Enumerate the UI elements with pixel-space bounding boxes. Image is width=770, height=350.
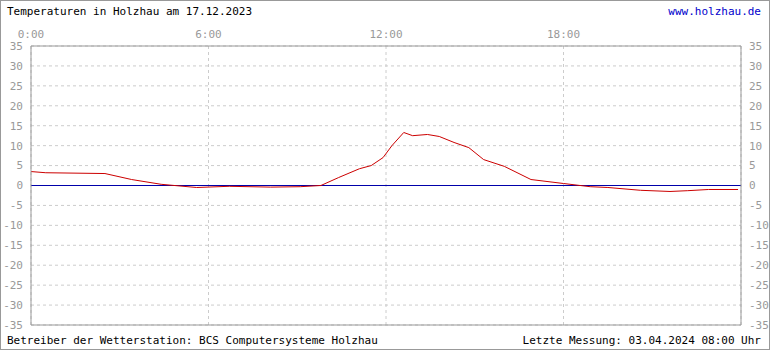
svg-text:20: 20 [749,100,762,113]
svg-text:-30: -30 [749,299,762,312]
svg-text:-20: -20 [8,259,23,272]
svg-text:30: 30 [749,60,762,73]
svg-text:-20: -20 [749,259,762,272]
svg-text:5: 5 [749,159,756,172]
html-text:Letzte Messung: 03.04.2024 08:: Letzte Messung: 03.04.2024 08:00 Uhr [522,334,761,347]
svg-text:-35: -35 [749,319,762,332]
svg-text:10: 10 [10,140,23,153]
svg-text:-25: -25 [8,279,23,292]
svg-text:-30: -30 [8,299,23,312]
html-text:Temperaturen in Holzhau am 17.: Temperaturen in Holzhau am 17.12.2023 [7,5,252,18]
svg-text:5: 5 [16,159,23,172]
svg-text:18:00: 18:00 [547,28,580,41]
svg-text:-10: -10 [749,219,762,232]
svg-text:0: 0 [16,179,23,192]
svg-text:30: 30 [10,60,23,73]
svg-text:15: 15 [10,120,23,133]
svg-text:0:00: 0:00 [17,28,45,41]
svg-text:12:00: 12:00 [369,28,402,41]
svg-text:-15: -15 [8,239,23,252]
svg-text:-35: -35 [8,319,23,332]
html-text:www.holzhau.de: www.holzhau.de [668,5,761,18]
svg-text:35: 35 [749,40,762,53]
svg-text:-25: -25 [749,279,762,292]
svg-text:-10: -10 [8,219,23,232]
svg-text:6:00: 6:00 [195,28,222,41]
svg-text:15: 15 [749,120,762,133]
svg-text:25: 25 [749,80,762,93]
svg-text:35: 35 [10,40,23,53]
svg-text:25: 25 [10,80,23,93]
svg-text:-5: -5 [749,199,762,212]
svg-text:-5: -5 [10,199,23,212]
svg-text:20: 20 [10,100,23,113]
html-text:Betreiber der Wetterstation: B: Betreiber der Wetterstation: BCS Compute… [7,334,378,347]
svg-text:-15: -15 [749,239,762,252]
svg-text:0: 0 [749,179,756,192]
svg-text:10: 10 [749,140,762,153]
